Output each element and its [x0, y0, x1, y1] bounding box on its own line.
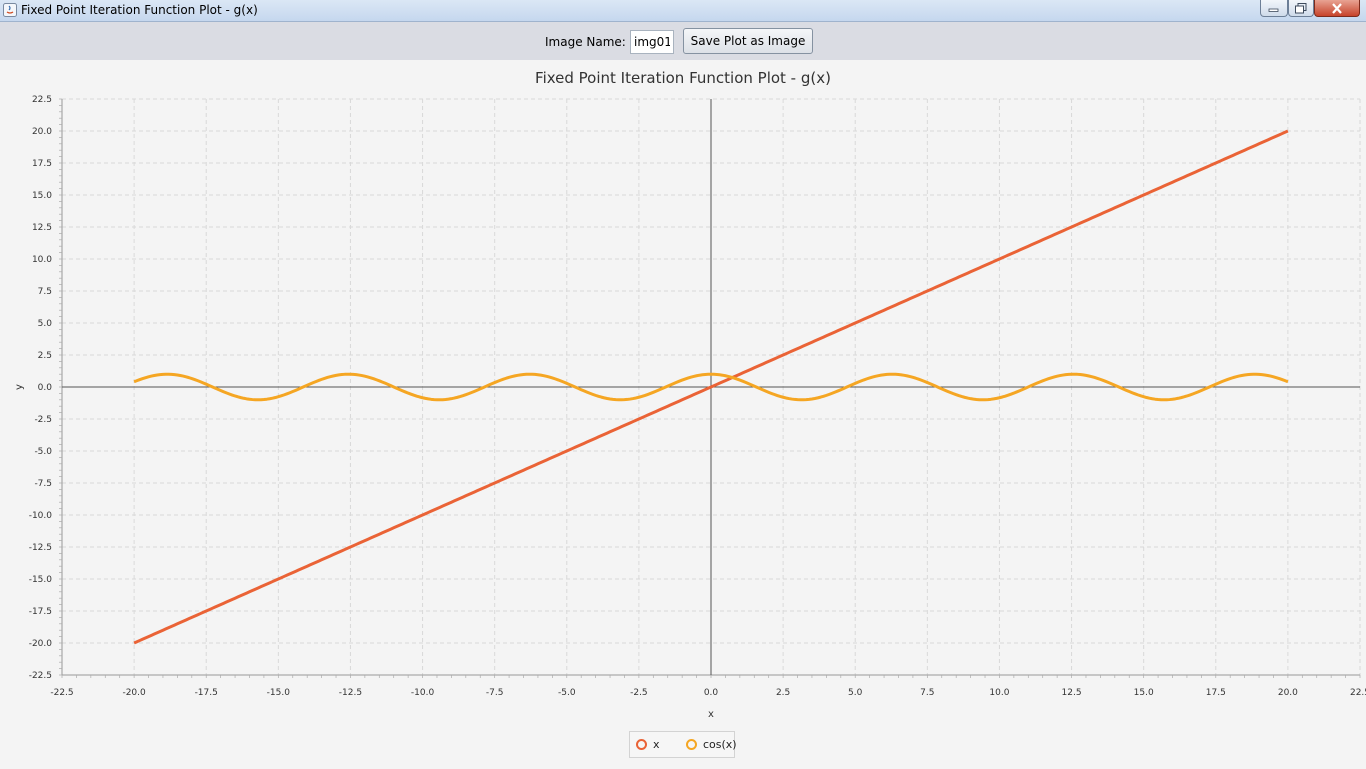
- x-tick-label: 20.0: [1278, 688, 1298, 698]
- y-tick-label: 0.0: [38, 383, 53, 393]
- series-line-cos: [133, 372, 1289, 402]
- maximize-button[interactable]: [1288, 0, 1314, 17]
- y-tick-label: -2.5: [34, 415, 52, 425]
- legend-item-cos: cos(x): [686, 738, 737, 751]
- y-tick-label: 5.0: [38, 319, 53, 329]
- x-tick-label: 0.0: [704, 688, 719, 698]
- x-tick-label: -5.0: [558, 688, 576, 698]
- plot-svg: Fixed Point Iteration Function Plot - g(…: [14, 69, 1366, 720]
- y-tick-label: 2.5: [38, 351, 52, 361]
- y-tick-label: 15.0: [32, 191, 52, 201]
- y-tick-label: 17.5: [32, 159, 52, 169]
- x-tick-label: 2.5: [776, 688, 790, 698]
- y-tick-label: -12.5: [29, 543, 52, 553]
- x-tick-label: -15.0: [267, 688, 291, 698]
- y-tick-label: -5.0: [34, 447, 52, 457]
- y-tick-label: 10.0: [32, 255, 52, 265]
- y-tick-label: -17.5: [29, 607, 52, 617]
- x-tick-label: 12.5: [1062, 688, 1082, 698]
- minimize-icon: [1268, 8, 1279, 12]
- x-tick-label: -12.5: [339, 688, 362, 698]
- y-tick-label: -20.0: [29, 639, 53, 649]
- x-tick-label: 17.5: [1206, 688, 1226, 698]
- toolbar: Image Name: Save Plot as Image: [0, 22, 1366, 60]
- restore-icon: [1295, 2, 1307, 13]
- image-name-input[interactable]: [630, 30, 674, 54]
- window-titlebar: Fixed Point Iteration Function Plot - g(…: [0, 0, 1366, 22]
- legend-item-x: x: [636, 738, 660, 751]
- x-tick-label: -2.5: [630, 688, 648, 698]
- x-tick-label: -20.0: [122, 688, 146, 698]
- x-tick-label: 10.0: [989, 688, 1009, 698]
- minimize-button[interactable]: [1260, 0, 1288, 17]
- x-tick-label: 22.5: [1350, 688, 1366, 698]
- y-tick-label: -15.0: [29, 575, 53, 585]
- x-tick-label: 15.0: [1134, 688, 1154, 698]
- close-icon: [1332, 2, 1342, 14]
- x-tick-label: -17.5: [195, 688, 218, 698]
- chart-panel: Fixed Point Iteration Function Plot - g(…: [0, 60, 1366, 765]
- y-tick-label: -7.5: [34, 479, 52, 489]
- y-tick-label: -22.5: [29, 671, 52, 681]
- legend-label: cos(x): [703, 738, 737, 751]
- series-line-x: [133, 129, 1289, 645]
- y-tick-label: 22.5: [32, 95, 52, 105]
- y-tick-label: -10.0: [29, 511, 53, 521]
- legend-marker-icon: [636, 739, 647, 750]
- y-axis-label: y: [14, 384, 25, 390]
- save-plot-button[interactable]: Save Plot as Image: [683, 28, 813, 54]
- legend-label: x: [653, 738, 660, 751]
- window-title: Fixed Point Iteration Function Plot - g(…: [21, 3, 258, 17]
- x-axis-label: x: [708, 709, 714, 720]
- x-tick-label: -7.5: [486, 688, 504, 698]
- y-tick-label: 7.5: [38, 287, 52, 297]
- chart-legend: x cos(x): [629, 731, 737, 758]
- x-tick-label: -22.5: [50, 688, 73, 698]
- y-tick-label: 12.5: [32, 223, 52, 233]
- close-button[interactable]: [1314, 0, 1360, 17]
- image-name-label: Image Name:: [545, 35, 626, 49]
- java-app-icon: [3, 3, 17, 17]
- x-tick-label: -10.0: [411, 688, 435, 698]
- chart-title: Fixed Point Iteration Function Plot - g(…: [535, 69, 831, 87]
- x-tick-label: 5.0: [848, 688, 863, 698]
- legend-marker-icon: [686, 739, 697, 750]
- y-tick-label: 20.0: [32, 127, 52, 137]
- x-tick-label: 7.5: [920, 688, 934, 698]
